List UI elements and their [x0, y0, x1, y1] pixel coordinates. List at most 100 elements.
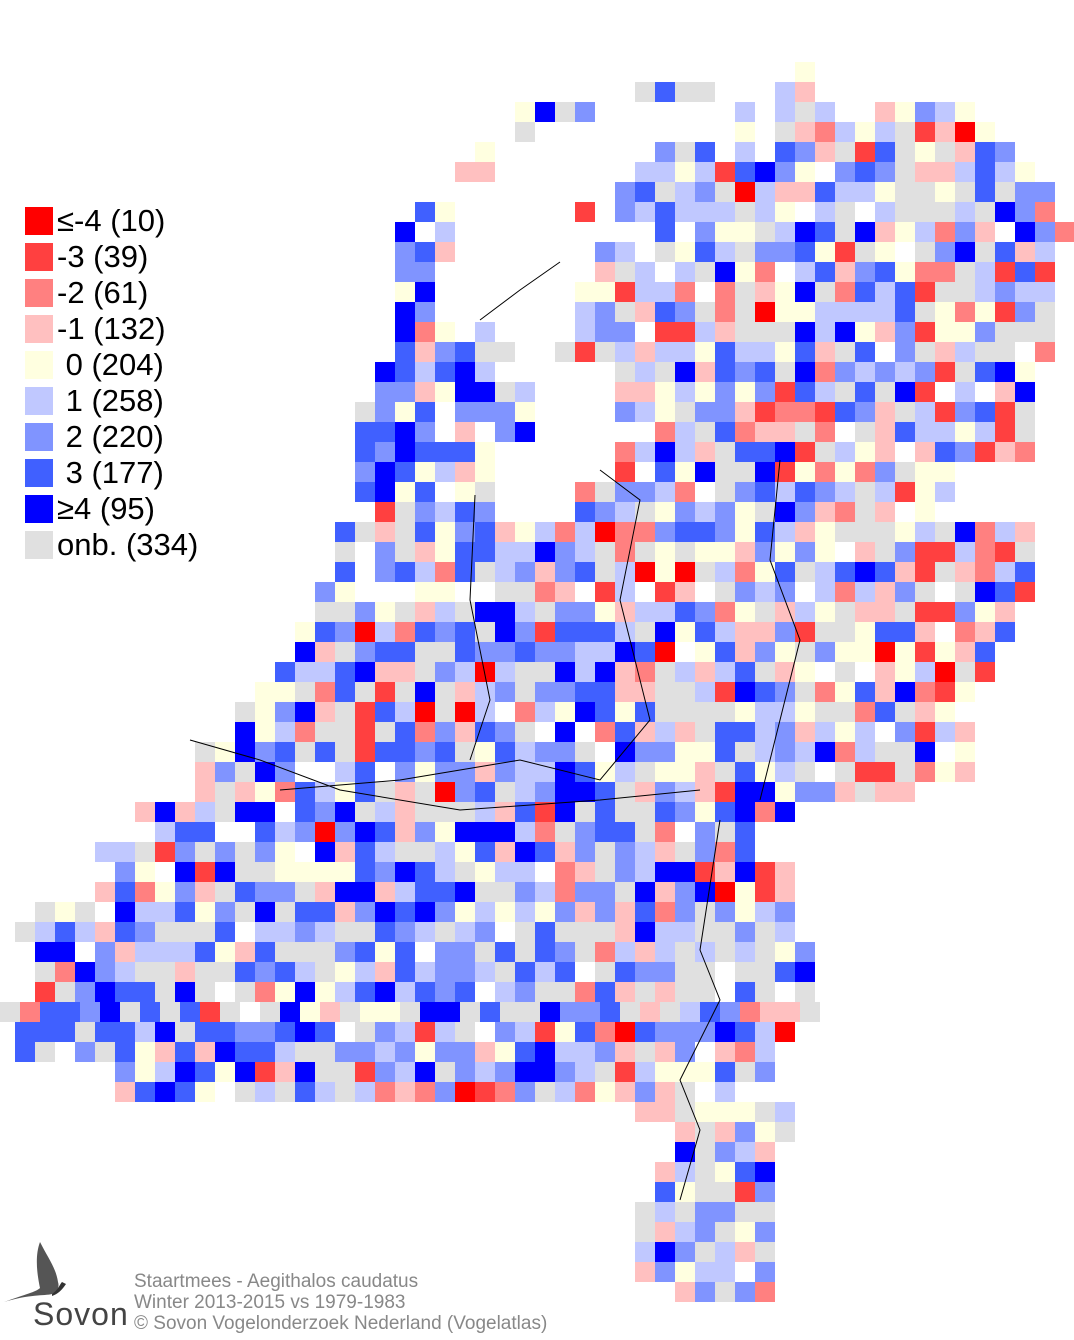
grid-cell [715, 522, 735, 542]
grid-cell [395, 1022, 415, 1042]
grid-cell [555, 622, 575, 642]
grid-cell [455, 342, 475, 362]
grid-cell [115, 862, 135, 882]
grid-cell [635, 982, 655, 1002]
grid-cell [815, 122, 835, 142]
grid-cell [915, 722, 935, 742]
grid-cell [695, 1282, 715, 1302]
grid-cell [635, 802, 655, 822]
grid-cell [695, 382, 715, 402]
grid-cell [715, 182, 735, 202]
grid-cell [515, 1022, 535, 1042]
grid-cell [995, 322, 1015, 342]
grid-cell [535, 842, 555, 862]
grid-cell [695, 602, 715, 622]
grid-cell [695, 1222, 715, 1242]
grid-cell [615, 202, 635, 222]
grid-cell [395, 962, 415, 982]
grid-cell [435, 442, 455, 462]
grid-cell [515, 942, 535, 962]
grid-cell [195, 1022, 215, 1042]
grid-cell [775, 442, 795, 462]
grid-cell [555, 562, 575, 582]
grid-cell [20, 1002, 40, 1022]
grid-cell [575, 622, 595, 642]
grid-cell [395, 922, 415, 942]
grid-cell [600, 1002, 620, 1022]
grid-cell [855, 502, 875, 522]
grid-cell [155, 922, 175, 942]
grid-cell [295, 782, 315, 802]
grid-cell [695, 322, 715, 342]
grid-cell [535, 822, 555, 842]
grid-cell [655, 502, 675, 522]
grid-cell [415, 902, 435, 922]
grid-cell [755, 702, 775, 722]
grid-cell [395, 362, 415, 382]
grid-cell [555, 882, 575, 902]
grid-cell [435, 602, 455, 622]
grid-cell [475, 802, 495, 822]
legend-item: ≤-4 (10) [25, 203, 198, 239]
grid-cell [355, 1062, 375, 1082]
grid-cell [935, 182, 955, 202]
grid-cell [755, 242, 775, 262]
grid-cell [915, 162, 935, 182]
grid-cell [375, 622, 395, 642]
grid-cell [215, 862, 235, 882]
grid-cell [715, 1282, 735, 1302]
grid-cell [115, 1042, 135, 1062]
grid-cell [395, 502, 415, 522]
grid-cell [715, 1042, 735, 1062]
grid-cell [555, 702, 575, 722]
grid-cell [495, 602, 515, 622]
grid-cell [895, 622, 915, 642]
grid-cell [215, 882, 235, 902]
grid-cell [235, 982, 255, 1002]
grid-cell [455, 782, 475, 802]
grid-cell [75, 982, 95, 1002]
grid-cell [495, 762, 515, 782]
grid-cell [555, 342, 575, 362]
grid-cell [635, 302, 655, 322]
grid-cell [975, 182, 995, 202]
grid-cell [655, 222, 675, 242]
grid-cell [395, 1062, 415, 1082]
grid-cell [695, 1102, 715, 1122]
grid-cell [815, 522, 835, 542]
grid-cell [355, 962, 375, 982]
grid-cell [715, 202, 735, 222]
grid-cell [935, 542, 955, 562]
legend-item: -2 (61) [25, 275, 198, 311]
grid-cell [520, 1002, 540, 1022]
grid-cell [455, 822, 475, 842]
grid-cell [955, 722, 975, 742]
grid-cell [335, 882, 355, 902]
grid-cell [275, 702, 295, 722]
grid-cell [1035, 262, 1055, 282]
grid-cell [615, 942, 635, 962]
grid-cell [115, 962, 135, 982]
grid-cell [555, 822, 575, 842]
grid-cell [795, 242, 815, 262]
grid-cell [815, 422, 835, 442]
grid-cell [515, 662, 535, 682]
grid-cell [835, 462, 855, 482]
grid-cell [575, 642, 595, 662]
grid-cell [160, 1002, 180, 1022]
grid-cell [795, 162, 815, 182]
grid-cell [155, 982, 175, 1002]
grid-cell [615, 1042, 635, 1062]
grid-cell [615, 782, 635, 802]
grid-cell [995, 402, 1015, 422]
grid-cell [735, 742, 755, 762]
grid-cell [915, 402, 935, 422]
grid-cell [515, 742, 535, 762]
grid-cell [355, 522, 375, 542]
grid-cell [695, 462, 715, 482]
grid-cell [735, 202, 755, 222]
grid-cell [755, 442, 775, 462]
grid-cell [575, 342, 595, 362]
grid-cell [755, 362, 775, 382]
grid-cell [815, 502, 835, 522]
